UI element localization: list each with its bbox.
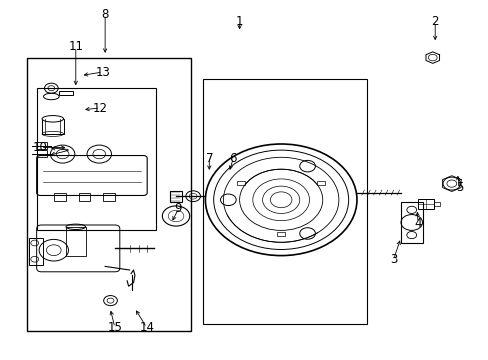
Text: 10: 10	[33, 141, 48, 154]
Bar	[203, 79, 366, 324]
Text: 2: 2	[430, 15, 438, 28]
Text: 3: 3	[389, 253, 397, 266]
Bar	[37, 88, 156, 230]
Text: 1: 1	[235, 15, 243, 28]
Bar	[237, 181, 244, 184]
Bar	[59, 91, 73, 95]
Text: 9: 9	[174, 202, 182, 215]
Ellipse shape	[42, 116, 63, 122]
Bar	[400, 202, 422, 243]
Bar	[37, 142, 47, 149]
Bar	[79, 193, 90, 201]
Bar	[417, 199, 433, 209]
Bar	[433, 202, 439, 206]
Text: 13: 13	[95, 66, 110, 78]
Bar	[277, 232, 285, 236]
Text: 15: 15	[107, 321, 122, 334]
Bar	[317, 181, 325, 184]
Bar	[103, 193, 115, 201]
Text: 8: 8	[101, 8, 109, 21]
Bar	[29, 238, 43, 265]
Bar	[170, 191, 182, 202]
Text: 6: 6	[229, 152, 237, 165]
Text: 7: 7	[205, 152, 213, 165]
Bar	[27, 58, 190, 331]
Text: 14: 14	[139, 321, 154, 334]
Bar	[54, 193, 66, 201]
Text: 4: 4	[413, 217, 421, 230]
Text: 5: 5	[455, 181, 463, 194]
Bar	[66, 227, 85, 256]
Text: 11: 11	[68, 40, 83, 53]
Bar	[42, 119, 63, 134]
Text: 12: 12	[93, 102, 107, 114]
Bar	[37, 150, 47, 157]
